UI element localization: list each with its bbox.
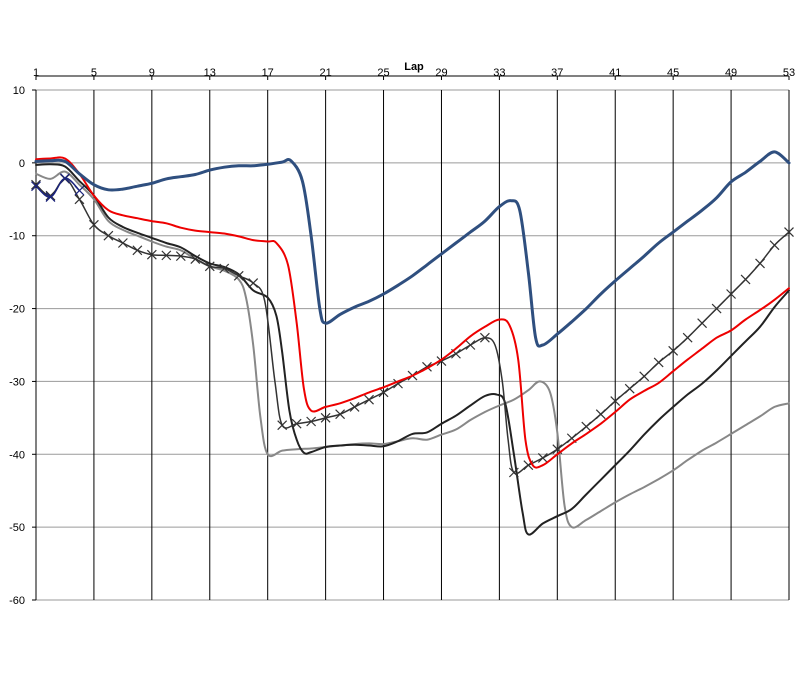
x-tick-label: 5 xyxy=(91,67,97,79)
x-tick-label: 21 xyxy=(319,67,331,79)
data-point-marker xyxy=(755,258,765,269)
data-point-marker xyxy=(682,332,693,343)
data-point-marker xyxy=(595,409,606,420)
data-point-marker xyxy=(711,303,722,314)
data-point-marker xyxy=(161,250,172,261)
data-point-marker xyxy=(175,251,186,262)
data-point-marker xyxy=(117,238,128,248)
x-tick-label: 49 xyxy=(725,67,737,79)
data-point-marker xyxy=(624,383,635,394)
data-point-marker xyxy=(204,261,215,272)
data-point-marker xyxy=(769,240,780,251)
y-tick-label: -60 xyxy=(9,595,25,607)
x-tick-label: 17 xyxy=(262,67,274,79)
data-point-marker xyxy=(581,421,592,432)
data-point-marker xyxy=(31,181,41,192)
data-point-marker xyxy=(668,345,679,356)
y-tick-label: -30 xyxy=(9,376,25,388)
axes xyxy=(32,75,790,601)
data-point-marker xyxy=(320,412,331,423)
x-tick-label: 9 xyxy=(149,67,155,79)
data-point-marker xyxy=(219,263,230,274)
data-point-marker xyxy=(45,190,56,201)
x-tick-label: 33 xyxy=(493,67,505,79)
x-tick-label: 41 xyxy=(609,67,621,79)
data-point-marker xyxy=(740,274,751,285)
data-point-marker xyxy=(103,230,114,241)
series-line-4 xyxy=(35,163,790,536)
y-tick-label: -50 xyxy=(9,522,25,534)
y-tick-label: -10 xyxy=(9,231,25,243)
data-point-marker xyxy=(277,420,288,431)
data-point-marker xyxy=(306,416,317,427)
series-layer xyxy=(31,150,794,536)
data-point-marker xyxy=(233,270,244,281)
data-point-marker xyxy=(784,227,794,237)
x-tick-label: 37 xyxy=(551,67,563,79)
data-point-marker xyxy=(697,318,708,329)
data-point-marker xyxy=(653,357,664,368)
y-tick-label: -40 xyxy=(9,449,25,461)
data-point-marker xyxy=(190,254,201,264)
data-point-marker xyxy=(291,418,302,429)
grid xyxy=(36,89,790,601)
data-point-marker xyxy=(479,332,490,343)
tick-labels: 10 0 -10 -20 -30 -40 -50 -60 1 5 9 13 17 21 25 29 33 37 41… xyxy=(9,67,795,607)
data-point-marker xyxy=(610,396,621,407)
data-point-marker xyxy=(248,278,259,288)
data-point-marker xyxy=(146,249,157,260)
series-line-2 xyxy=(35,156,790,469)
y-tick-label: -20 xyxy=(9,304,25,316)
x-axis-label: Lap xyxy=(404,61,424,73)
data-point-marker xyxy=(132,245,143,256)
data-point-marker xyxy=(639,371,650,382)
data-point-marker xyxy=(537,453,548,463)
y-tick-label: 0 xyxy=(19,158,25,170)
series-line-3 xyxy=(35,178,790,475)
data-point-marker xyxy=(465,340,476,350)
x-tick-label: 25 xyxy=(377,67,389,79)
series-line-6 xyxy=(35,177,81,198)
data-point-marker xyxy=(31,179,41,190)
data-point-marker xyxy=(60,173,70,184)
data-point-marker xyxy=(335,409,346,420)
x-tick-label: 1 xyxy=(33,67,39,79)
series-line-1 xyxy=(34,150,791,348)
data-point-marker xyxy=(726,289,737,299)
data-point-marker xyxy=(45,192,56,203)
x-tick-label: 29 xyxy=(435,67,447,79)
x-tick-label: 45 xyxy=(667,67,679,79)
data-point-marker xyxy=(74,185,85,196)
data-point-marker xyxy=(508,467,519,478)
data-point-marker xyxy=(74,194,85,205)
data-point-marker xyxy=(364,394,374,405)
data-point-marker xyxy=(88,219,99,230)
data-point-marker xyxy=(349,402,360,412)
y-tick-label: 10 xyxy=(13,85,25,97)
x-tick-label: 53 xyxy=(783,67,795,79)
series-line-5 xyxy=(35,170,790,529)
x-tick-label: 13 xyxy=(204,67,216,79)
